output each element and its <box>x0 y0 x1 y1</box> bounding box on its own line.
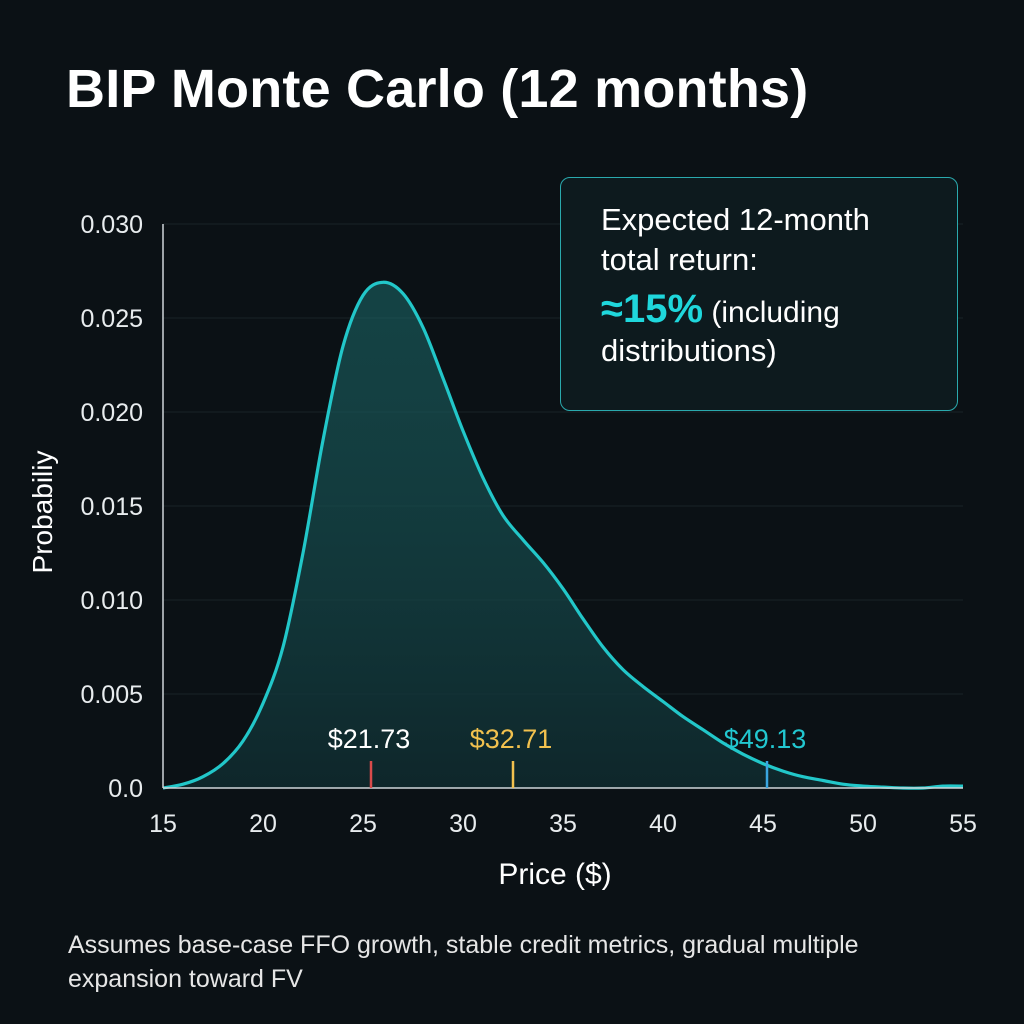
x-tick-label: 55 <box>949 810 977 838</box>
density-area <box>163 282 963 789</box>
callout-line-3: ≈15% (including <box>601 287 957 332</box>
price-marker-label: $21.73 <box>328 724 411 754</box>
callout-line-2: total return: <box>601 242 758 277</box>
x-tick-label: 30 <box>449 810 477 838</box>
x-tick-label: 50 <box>849 810 877 838</box>
y-tick-label: 0.005 <box>80 681 143 709</box>
y-tick-label: 0.025 <box>80 305 143 333</box>
callout-suffix: (including <box>703 296 840 329</box>
y-axis-label: Probabiliy <box>27 451 58 574</box>
x-tick-label: 45 <box>749 810 777 838</box>
callout-line-4: distributions) <box>601 333 777 368</box>
chart-title: BIP Monte Carlo (12 months) <box>66 59 809 119</box>
x-tick-label: 15 <box>149 810 177 838</box>
y-tick-label: 0.020 <box>80 399 143 427</box>
x-tick-label: 40 <box>649 810 677 838</box>
y-tick-label: 0.030 <box>80 211 143 239</box>
expected-return-callout: Expected 12-month total return: ≈15% (in… <box>560 177 958 411</box>
callout-line-1: Expected 12-month <box>601 202 870 237</box>
x-axis-label: Price ($) <box>498 858 611 891</box>
density-curve <box>162 280 964 790</box>
expected-return-value: ≈15% <box>601 287 704 331</box>
price-marker-label: $49.13 <box>724 724 807 754</box>
y-tick-label: 0.0 <box>108 775 143 803</box>
price-marker-label: $32.71 <box>470 724 553 754</box>
x-tick-label: 25 <box>349 810 377 838</box>
y-tick-label: 0.015 <box>80 493 143 521</box>
x-tick-label: 20 <box>249 810 277 838</box>
x-tick-label: 35 <box>549 810 577 838</box>
axes: 0.0 0.005 0.010 0.015 0.020 0.025 0.030 15 20 25 3… <box>80 211 976 838</box>
y-tick-label: 0.010 <box>80 587 143 615</box>
price-markers: $21.73 $32.71 $49.13 <box>328 724 807 788</box>
footnote: Assumes base-case FFO growth, stable cre… <box>68 931 859 993</box>
